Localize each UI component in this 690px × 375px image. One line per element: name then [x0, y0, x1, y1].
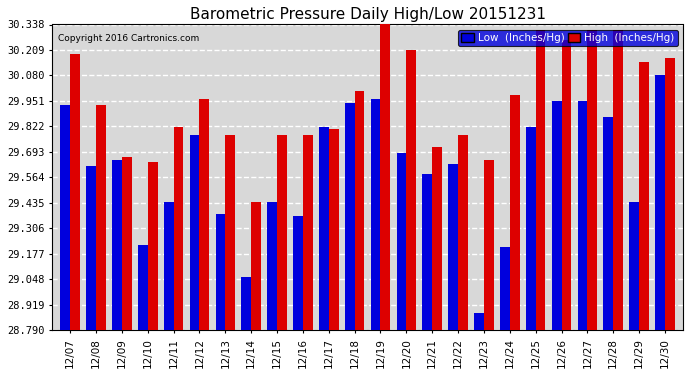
Bar [535, 30, 546, 330]
Bar [665, 58, 675, 330]
Bar [604, 117, 613, 330]
Bar [164, 202, 174, 330]
Bar [474, 313, 484, 330]
Bar [345, 103, 355, 330]
Bar [122, 156, 132, 330]
Bar [629, 202, 639, 330]
Bar [60, 105, 70, 330]
Bar [303, 135, 313, 330]
Bar [328, 129, 339, 330]
Bar [277, 135, 287, 330]
Bar [215, 214, 226, 330]
Bar [380, 24, 391, 330]
Bar [432, 147, 442, 330]
Bar [355, 91, 364, 330]
Bar [241, 277, 251, 330]
Bar [578, 101, 587, 330]
Bar [613, 30, 623, 330]
Bar [397, 153, 406, 330]
Legend: Low  (Inches/Hg), High  (Inches/Hg): Low (Inches/Hg), High (Inches/Hg) [458, 30, 678, 46]
Bar [112, 160, 122, 330]
Bar [371, 99, 380, 330]
Bar [448, 164, 458, 330]
Bar [96, 105, 106, 330]
Bar [510, 95, 520, 330]
Bar [319, 127, 328, 330]
Bar [655, 75, 665, 330]
Bar [70, 54, 80, 330]
Text: Copyright 2016 Cartronics.com: Copyright 2016 Cartronics.com [59, 34, 199, 43]
Bar [484, 160, 494, 330]
Bar [552, 101, 562, 330]
Bar [174, 127, 184, 330]
Bar [251, 202, 261, 330]
Bar [422, 174, 432, 330]
Bar [406, 50, 416, 330]
Bar [86, 166, 96, 330]
Title: Barometric Pressure Daily High/Low 20151231: Barometric Pressure Daily High/Low 20151… [190, 7, 546, 22]
Bar [458, 135, 468, 330]
Bar [190, 135, 199, 330]
Bar [293, 216, 303, 330]
Bar [562, 40, 571, 330]
Bar [226, 135, 235, 330]
Bar [199, 99, 209, 330]
Bar [526, 127, 535, 330]
Bar [148, 162, 157, 330]
Bar [138, 246, 148, 330]
Bar [639, 62, 649, 330]
Bar [500, 248, 510, 330]
Bar [587, 30, 598, 330]
Bar [267, 202, 277, 330]
